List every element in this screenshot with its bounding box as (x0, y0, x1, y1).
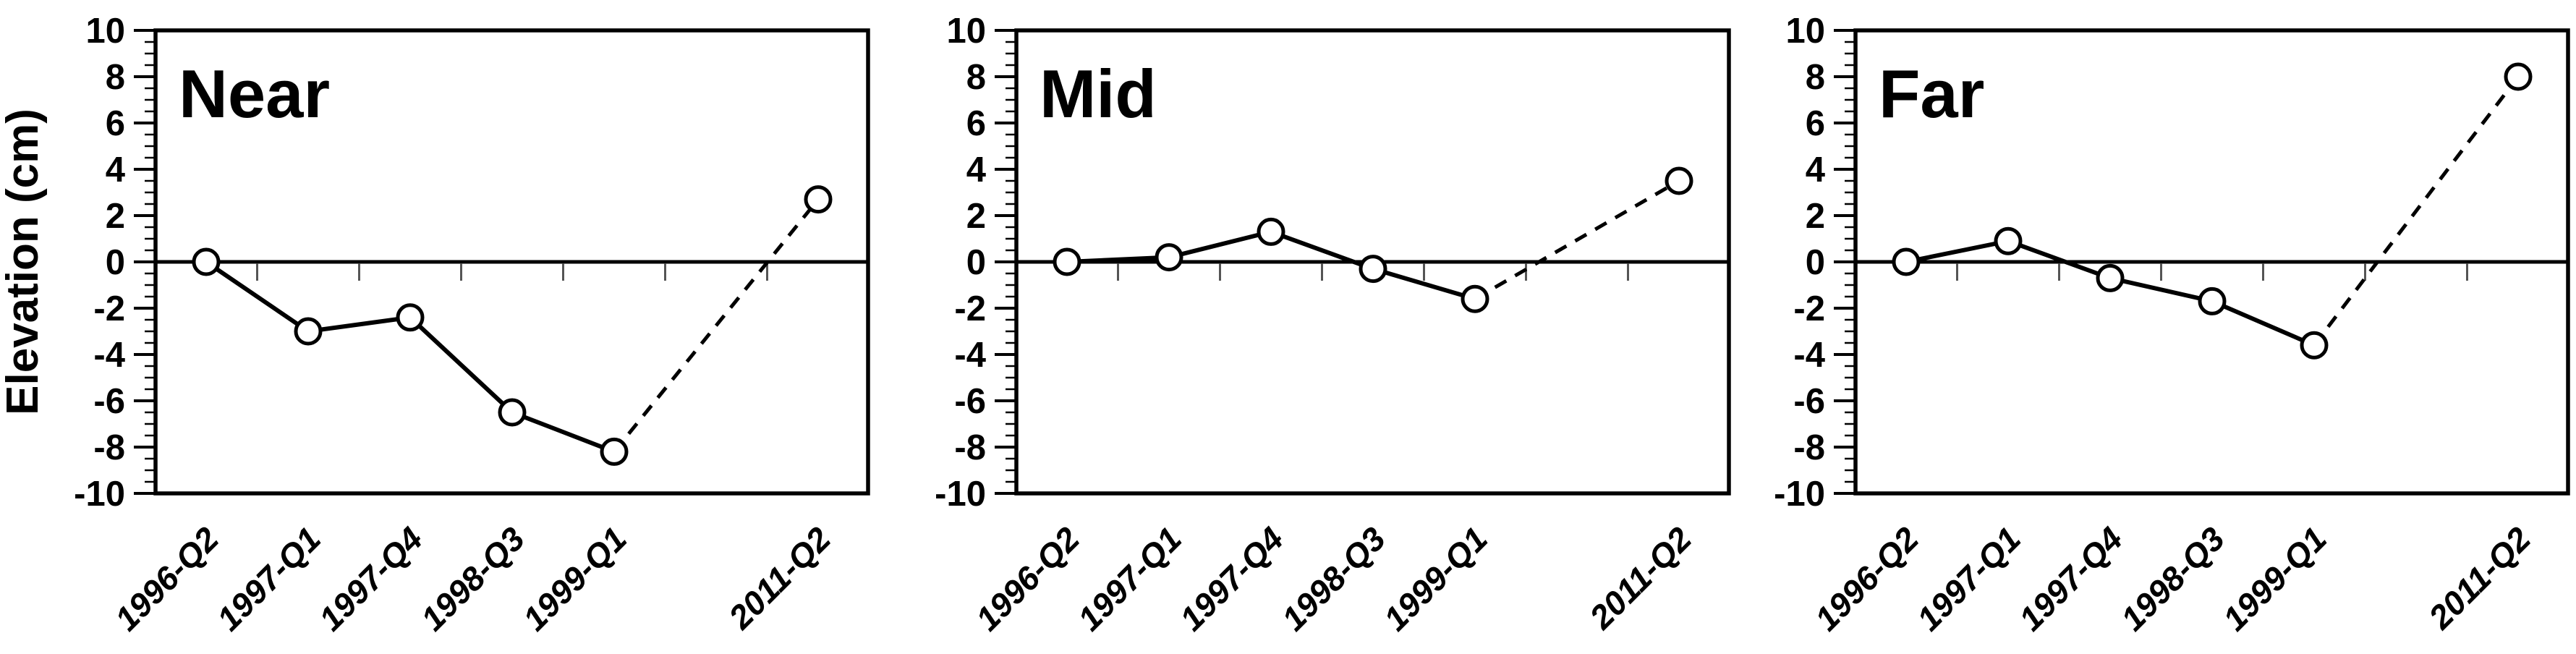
y-tick-label: -2 (954, 289, 986, 328)
data-point (1892, 247, 1921, 276)
panel-mid: -10-8-6-4-202468101996-Q21997-Q11997-Q41… (935, 12, 1731, 638)
y-tick-label: 2 (966, 197, 986, 236)
data-point (600, 437, 629, 466)
y-tick-label: 0 (1806, 243, 1825, 282)
x-tick-label: 1998-Q3 (2114, 519, 2232, 638)
y-tick-label: 4 (966, 150, 986, 190)
data-point (2300, 331, 2329, 360)
y-tick-label: 0 (966, 243, 986, 282)
x-tick-label: 1999-Q1 (516, 519, 634, 637)
data-point (2198, 286, 2227, 315)
data-point (498, 398, 527, 427)
panel-far: -10-8-6-4-202468101996-Q21997-Q11997-Q41… (1774, 12, 2570, 638)
data-point (192, 247, 221, 276)
y-tick-label: 8 (966, 58, 986, 97)
data-line-solid (1905, 239, 2316, 347)
x-tick-label: 1997-Q4 (1173, 519, 1291, 637)
y-tick-label: 2 (1806, 197, 1825, 236)
plot-border (1014, 28, 1731, 496)
plot-border (1853, 28, 2570, 496)
y-tick-label: 6 (1806, 104, 1825, 143)
data-point (1257, 217, 1285, 246)
y-tick-label: 8 (1806, 58, 1825, 97)
y-tick-label: 4 (1806, 150, 1825, 190)
data-point (1053, 247, 1081, 276)
x-tick-label: 2011-Q2 (2420, 519, 2538, 637)
y-tick-label: -8 (954, 428, 986, 467)
x-tick-label: 1996-Q2 (969, 519, 1087, 638)
y-tick-label: -6 (93, 382, 125, 421)
data-point (2504, 62, 2533, 91)
y-tick-label: -10 (1774, 475, 1825, 514)
x-tick-label: 1999-Q1 (2216, 519, 2334, 637)
data-point (1461, 284, 1489, 313)
y-tick-label: 2 (106, 197, 125, 236)
y-tick-label: -4 (954, 336, 986, 375)
data-line-solid (205, 260, 616, 454)
data-line-dashed (2313, 75, 2520, 347)
y-tick-label: -4 (93, 336, 125, 375)
x-tick-label: 1997-Q4 (312, 519, 430, 637)
plot-border (153, 28, 870, 496)
y-tick-label: 10 (1785, 12, 1825, 51)
panel-mid-title: Mid (1040, 56, 1157, 132)
y-tick-label: -6 (954, 382, 986, 421)
x-tick-label: 1997-Q1 (1071, 519, 1189, 637)
y-tick-label: -4 (1793, 336, 1825, 375)
x-tick-label: 1997-Q1 (1910, 519, 2028, 637)
data-point (1155, 243, 1183, 272)
x-tick-label: 2011-Q2 (720, 519, 838, 637)
x-tick-label: 1997-Q4 (2012, 519, 2130, 637)
data-point (2096, 263, 2125, 292)
data-point (1665, 166, 1693, 195)
y-tick-label: 10 (85, 12, 125, 51)
data-point (294, 317, 323, 346)
panel-far-title: Far (1879, 56, 1984, 132)
x-tick-label: 1998-Q3 (414, 519, 532, 638)
x-tick-label: 2011-Q2 (1581, 519, 1699, 637)
y-tick-label: 4 (106, 150, 125, 190)
data-point (1994, 226, 2023, 255)
y-tick-label: -2 (1793, 289, 1825, 328)
x-tick-label: 1997-Q1 (210, 519, 328, 637)
y-tick-label: -10 (935, 475, 986, 514)
y-tick-label: 6 (966, 104, 986, 143)
y-tick-label: -6 (1793, 382, 1825, 421)
data-point (1359, 255, 1387, 284)
y-tick-label: 10 (946, 12, 986, 51)
panel-near: -10-8-6-4-202468101996-Q21997-Q11997-Q41… (74, 12, 870, 638)
x-tick-label: 1999-Q1 (1377, 519, 1495, 637)
y-tick-label: 6 (106, 104, 125, 143)
y-tick-label: -8 (1793, 428, 1825, 467)
y-tick-label: 0 (106, 243, 125, 282)
y-tick-label: -8 (93, 428, 125, 467)
data-point (804, 185, 833, 214)
y-axis-title: Elevation (cm) (0, 109, 48, 415)
data-line-dashed (613, 198, 820, 453)
x-tick-label: 1996-Q2 (108, 519, 226, 638)
y-tick-label: -10 (74, 475, 125, 514)
panel-near-title: Near (179, 56, 330, 132)
y-tick-label: 8 (106, 58, 125, 97)
y-tick-label: -2 (93, 289, 125, 328)
x-tick-label: 1996-Q2 (1808, 519, 1926, 638)
x-tick-label: 1998-Q3 (1275, 519, 1393, 638)
data-point (396, 303, 425, 332)
data-line-dashed (1474, 179, 1680, 301)
